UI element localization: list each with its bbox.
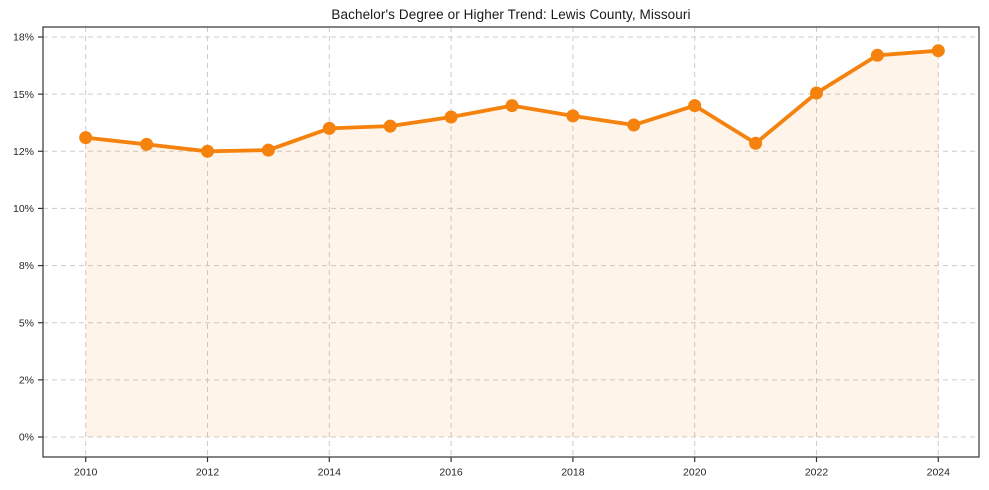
data-point-2015 (383, 119, 397, 133)
trend-area-fill (85, 50, 939, 437)
data-point-2010 (79, 131, 93, 145)
data-point-2019 (627, 118, 641, 132)
plot-border (42, 26, 980, 458)
x-tick-label: 2018 (561, 466, 585, 478)
data-point-2022 (810, 86, 823, 100)
data-point-2012 (201, 144, 214, 158)
x-tick-label: 2022 (805, 466, 829, 478)
data-point-2021 (749, 136, 763, 150)
y-tick-label: 5% (19, 317, 34, 329)
data-point-2011 (140, 137, 154, 151)
data-point-2024 (931, 44, 945, 58)
chart-title: Bachelor's Degree or Higher Trend: Lewis… (331, 7, 691, 22)
x-tick-label: 2024 (927, 466, 951, 478)
data-point-2014 (322, 121, 336, 135)
x-tick-label: 2010 (74, 466, 98, 478)
y-tick-label: 15% (13, 89, 34, 101)
x-tick-label: 2016 (439, 466, 463, 478)
y-tick-label: 10% (13, 203, 34, 215)
data-point-2020 (688, 99, 702, 113)
x-tick-label: 2014 (318, 466, 342, 478)
y-tick-label: 18% (13, 32, 34, 44)
y-tick-label: 12% (13, 146, 34, 158)
data-point-2013 (261, 143, 275, 157)
y-tick-label: 2% (19, 375, 34, 387)
y-tick-label: 0% (19, 432, 34, 444)
y-tick-label: 8% (19, 260, 34, 272)
data-point-2016 (444, 110, 458, 124)
data-point-2018 (566, 109, 580, 123)
data-point-2017 (505, 99, 519, 113)
x-tick-label: 2020 (683, 466, 707, 478)
data-point-2023 (870, 48, 884, 62)
x-tick-label: 2012 (196, 466, 220, 478)
